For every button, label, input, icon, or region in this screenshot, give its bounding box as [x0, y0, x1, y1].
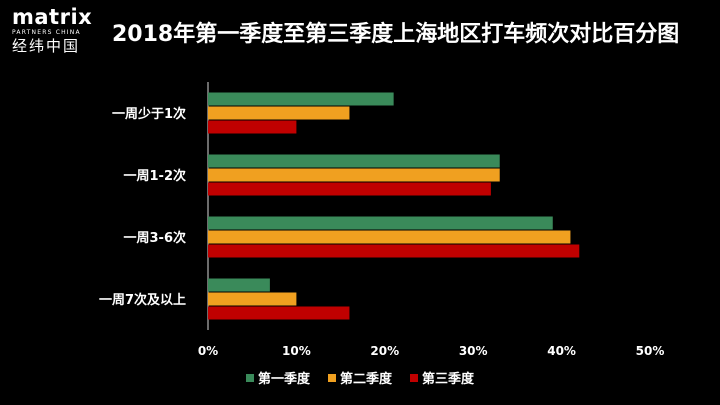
category-label: 一周3-6次: [124, 230, 187, 246]
bar-q1-3: [208, 216, 553, 230]
legend-item-q1: 第一季度: [245, 368, 310, 387]
legend-label-q3: 第三季度: [422, 372, 475, 387]
x-tick-label: 50%: [636, 344, 665, 358]
legend-item-q2: 第二季度: [327, 368, 392, 387]
legend-label-q2: 第二季度: [339, 372, 392, 387]
legend-item-q3: 第三季度: [410, 368, 474, 387]
bar-q3-3: [208, 244, 580, 258]
bar-q3-2: [208, 182, 491, 196]
chart-legend: 第一季度 第二季度 第三季度: [0, 368, 720, 387]
logo-wordmark: matrix: [12, 5, 93, 29]
category-label: 一周少于1次: [112, 106, 186, 122]
bar-q2-4: [208, 292, 297, 306]
legend-label-q1: 第一季度: [257, 372, 310, 387]
bar-q1-1: [208, 92, 394, 106]
bar-q1-4: [208, 278, 270, 292]
legend-swatch-q1: [245, 373, 254, 382]
bar-q3-4: [208, 306, 350, 320]
x-tick-label: 20%: [370, 344, 399, 358]
x-tick-label: 0%: [198, 344, 218, 358]
brand-logo: matrix PARTNERS CHINA 经纬中国: [12, 6, 104, 55]
x-tick-label: 40%: [547, 344, 576, 358]
bar-q2-2: [208, 168, 500, 182]
chart-title: 2018年第一季度至第三季度上海地区打车频次对比百分图: [112, 22, 680, 47]
legend-swatch-q2: [327, 373, 336, 382]
bar-q1-2: [208, 154, 500, 168]
category-label: 一周7次及以上: [99, 292, 186, 308]
x-tick-label: 30%: [459, 344, 488, 358]
logo-subtitle: PARTNERS CHINA: [12, 29, 81, 36]
bar-q2-1: [208, 106, 350, 120]
x-tick-label: 10%: [282, 344, 311, 358]
logo-chinese-name: 经纬中国: [12, 37, 81, 55]
bar-q2-3: [208, 230, 571, 244]
legend-swatch-q3: [410, 373, 418, 382]
category-label: 一周1-2次: [124, 168, 187, 184]
bar-q3-1: [208, 120, 297, 134]
